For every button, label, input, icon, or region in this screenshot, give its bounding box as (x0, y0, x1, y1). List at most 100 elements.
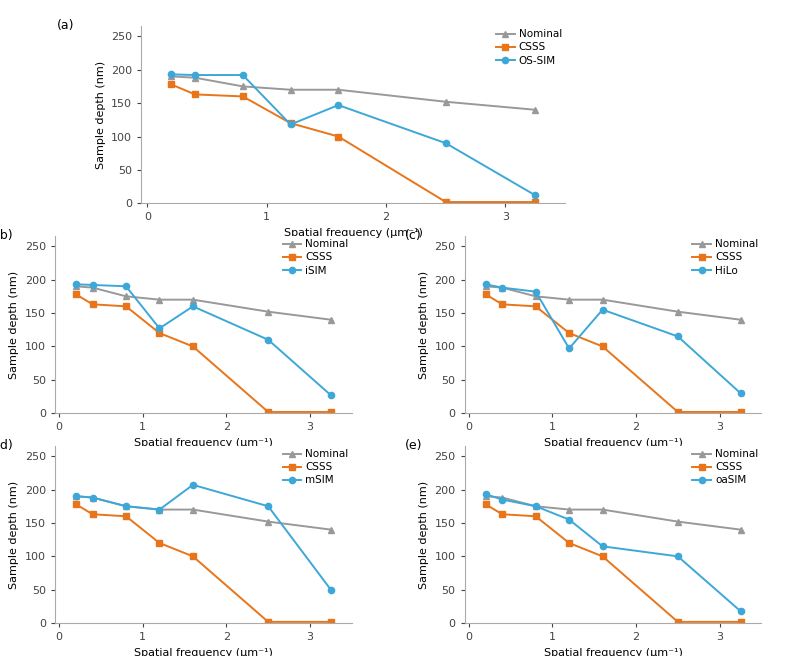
Nominal (264, 308, 273, 316)
Y-axis label: Sample depth (nm): Sample depth (nm) (419, 481, 429, 588)
Nominal (736, 525, 745, 533)
CSSS (166, 81, 176, 89)
Line: CSSS: CSSS (482, 291, 743, 415)
Legend: Nominal, CSSS, oaSIM: Nominal, CSSS, oaSIM (692, 449, 758, 485)
Line: CSSS: CSSS (73, 501, 334, 625)
CSSS (334, 133, 343, 140)
Line: OS-SIM: OS-SIM (168, 72, 539, 199)
Nominal (71, 282, 81, 290)
CSSS (188, 342, 198, 350)
Nominal (673, 308, 682, 316)
CSSS (238, 92, 247, 100)
CSSS (71, 501, 81, 508)
Line: mSIM: mSIM (73, 482, 334, 593)
oaSIM (531, 502, 540, 510)
OS-SIM (286, 121, 295, 129)
X-axis label: Spatial frequency (μm⁻¹): Spatial frequency (μm⁻¹) (543, 647, 682, 656)
CSSS (71, 291, 81, 298)
Y-axis label: Sample depth (nm): Sample depth (nm) (9, 481, 20, 588)
Nominal (564, 296, 574, 304)
Nominal (286, 86, 295, 94)
mSIM (155, 506, 164, 514)
CSSS (531, 302, 540, 310)
mSIM (122, 502, 131, 510)
OS-SIM (441, 139, 451, 147)
CSSS (480, 291, 490, 298)
CSSS (264, 408, 273, 416)
oaSIM (480, 490, 490, 498)
iSIM (188, 302, 198, 310)
CSSS (598, 552, 608, 560)
oaSIM (498, 496, 507, 504)
OS-SIM (334, 101, 343, 109)
iSIM (264, 336, 273, 344)
CSSS (531, 512, 540, 520)
CSSS (564, 539, 574, 547)
Line: Nominal: Nominal (482, 283, 743, 323)
HiLo (531, 288, 540, 296)
HiLo (498, 283, 507, 291)
oaSIM (736, 607, 745, 615)
Line: Nominal: Nominal (73, 283, 334, 323)
Nominal (327, 525, 336, 533)
CSSS (498, 510, 507, 518)
iSIM (88, 281, 97, 289)
Nominal (480, 282, 490, 290)
Line: iSIM: iSIM (73, 281, 334, 398)
Nominal (480, 492, 490, 500)
Text: (a): (a) (57, 19, 74, 32)
mSIM (264, 502, 273, 510)
X-axis label: Spatial frequency (μm⁻¹): Spatial frequency (μm⁻¹) (134, 438, 273, 448)
X-axis label: Spatial frequency (μm⁻¹): Spatial frequency (μm⁻¹) (543, 438, 682, 448)
Nominal (155, 296, 164, 304)
CSSS (155, 539, 164, 547)
Line: HiLo: HiLo (482, 281, 743, 396)
Line: oaSIM: oaSIM (482, 491, 743, 614)
CSSS (122, 302, 131, 310)
Nominal (122, 293, 131, 300)
X-axis label: Spatial frequency (μm⁻¹): Spatial frequency (μm⁻¹) (284, 228, 422, 238)
OS-SIM (531, 192, 540, 199)
Legend: Nominal, CSSS, mSIM: Nominal, CSSS, mSIM (283, 449, 349, 485)
Nominal (327, 316, 336, 323)
Line: Nominal: Nominal (482, 493, 743, 533)
mSIM (327, 586, 336, 594)
Nominal (598, 296, 608, 304)
Nominal (88, 493, 97, 501)
CSSS (673, 618, 682, 626)
Y-axis label: Sample depth (nm): Sample depth (nm) (96, 61, 106, 169)
CSSS (564, 329, 574, 337)
CSSS (88, 300, 97, 308)
iSIM (122, 282, 131, 290)
oaSIM (598, 543, 608, 550)
Nominal (188, 296, 198, 304)
CSSS (327, 408, 336, 416)
Legend: Nominal, CSSS, OS-SIM: Nominal, CSSS, OS-SIM (496, 30, 562, 66)
CSSS (327, 618, 336, 626)
Line: CSSS: CSSS (168, 81, 539, 205)
Line: Nominal: Nominal (73, 493, 334, 533)
Nominal (264, 518, 273, 525)
X-axis label: Spatial frequency (μm⁻¹): Spatial frequency (μm⁻¹) (134, 647, 273, 656)
Line: CSSS: CSSS (482, 501, 743, 625)
Nominal (498, 283, 507, 291)
Nominal (531, 502, 540, 510)
iSIM (71, 280, 81, 288)
Line: CSSS: CSSS (73, 291, 334, 415)
Y-axis label: Sample depth (nm): Sample depth (nm) (9, 271, 20, 379)
Nominal (155, 506, 164, 514)
Text: (c): (c) (405, 229, 422, 242)
OS-SIM (190, 71, 199, 79)
Nominal (238, 83, 247, 91)
CSSS (155, 329, 164, 337)
Nominal (190, 73, 199, 81)
Text: (d): (d) (0, 439, 13, 452)
HiLo (736, 389, 745, 397)
CSSS (598, 342, 608, 350)
Text: (b): (b) (0, 229, 13, 242)
Nominal (673, 518, 682, 525)
Nominal (71, 492, 81, 500)
OS-SIM (166, 70, 176, 78)
CSSS (441, 198, 451, 206)
HiLo (564, 344, 574, 352)
